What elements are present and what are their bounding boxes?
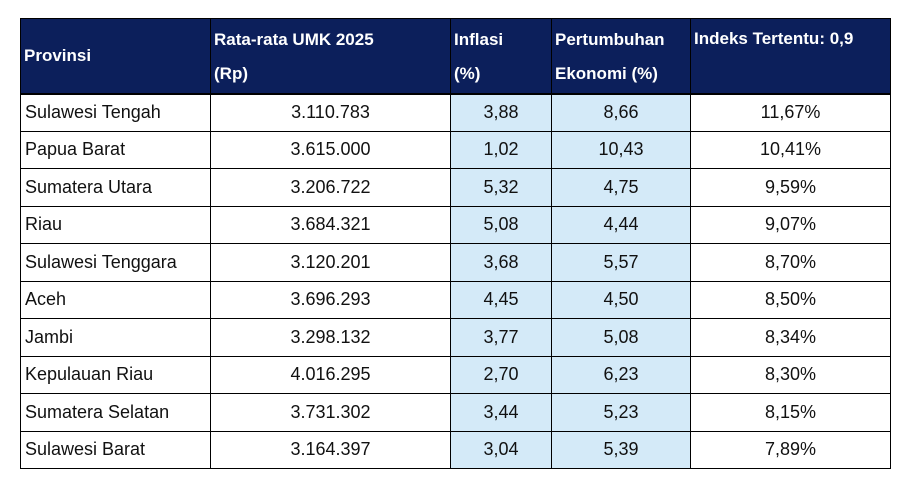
cell-provinsi: Aceh <box>20 280 211 319</box>
cell-inflasi: 3,88 <box>450 93 552 132</box>
cell-umk: 3.731.302 <box>210 393 451 432</box>
cell-provinsi: Sumatera Utara <box>20 168 211 207</box>
cell-inflasi: 3,44 <box>450 393 552 432</box>
header-label: Indeks Tertentu: 0,9 <box>694 29 854 48</box>
table-row: Sumatera Selatan 3.731.302 3,44 5,23 8,15% <box>20 393 891 432</box>
cell-indeks: 7,89% <box>690 430 891 469</box>
header-label: Rata-rata UMK 2025 <box>214 30 374 49</box>
table-row: Jambi 3.298.132 3,77 5,08 8,34% <box>20 318 891 357</box>
cell-umk: 3.696.293 <box>210 280 451 319</box>
cell-provinsi: Papua Barat <box>20 130 211 169</box>
cell-pertumbuhan: 6,23 <box>551 355 691 394</box>
cell-provinsi: Sulawesi Tengah <box>20 93 211 132</box>
cell-umk: 4.016.295 <box>210 355 451 394</box>
cell-pertumbuhan: 4,50 <box>551 280 691 319</box>
header-label: Provinsi <box>24 45 92 65</box>
cell-provinsi: Kepulauan Riau <box>20 355 211 394</box>
header-row: Provinsi Rata-rata UMK 2025 (Rp) Inflasi (… <box>20 18 891 95</box>
cell-pertumbuhan: 4,44 <box>551 205 691 244</box>
cell-indeks: 8,15% <box>690 393 891 432</box>
header-label: Pertumbuhan <box>555 30 665 49</box>
cell-provinsi: Jambi <box>20 318 211 357</box>
table-row: Sulawesi Tengah 3.110.783 3,88 8,66 11,67% <box>20 93 891 132</box>
cell-provinsi: Riau <box>20 205 211 244</box>
cell-pertumbuhan: 10,43 <box>551 130 691 169</box>
cell-umk: 3.615.000 <box>210 130 451 169</box>
cell-inflasi: 5,32 <box>450 168 552 207</box>
cell-indeks: 8,30% <box>690 355 891 394</box>
cell-pertumbuhan: 5,23 <box>551 393 691 432</box>
cell-provinsi: Sulawesi Tenggara <box>20 243 211 282</box>
cell-inflasi: 2,70 <box>450 355 552 394</box>
cell-provinsi: Sulawesi Barat <box>20 430 211 469</box>
header-indeks: Indeks Tertentu: 0,9 <box>690 18 891 95</box>
header-label: (%) <box>454 64 481 83</box>
cell-pertumbuhan: 5,08 <box>551 318 691 357</box>
table-row: Sulawesi Barat 3.164.397 3,04 5,39 7,89% <box>20 430 891 469</box>
header-pertumbuhan: Pertumbuhan Ekonomi (%) <box>551 18 691 95</box>
cell-indeks: 9,59% <box>690 168 891 207</box>
cell-indeks: 10,41% <box>690 130 891 169</box>
cell-indeks: 9,07% <box>690 205 891 244</box>
cell-inflasi: 4,45 <box>450 280 552 319</box>
header-label: Ekonomi (%) <box>555 64 658 83</box>
cell-indeks: 11,67% <box>690 93 891 132</box>
cell-umk: 3.298.132 <box>210 318 451 357</box>
cell-inflasi: 3,77 <box>450 318 552 357</box>
cell-inflasi: 1,02 <box>450 130 552 169</box>
header-umk: Rata-rata UMK 2025 (Rp) <box>210 18 451 95</box>
cell-provinsi: Sumatera Selatan <box>20 393 211 432</box>
cell-pertumbuhan: 8,66 <box>551 93 691 132</box>
header-provinsi: Provinsi <box>20 18 211 95</box>
cell-umk: 3.164.397 <box>210 430 451 469</box>
header-label: Inflasi <box>454 30 504 49</box>
table-row: Papua Barat 3.615.000 1,02 10,43 10,41% <box>20 130 891 169</box>
cell-pertumbuhan: 5,39 <box>551 430 691 469</box>
cell-umk: 3.110.783 <box>210 93 451 132</box>
cell-indeks: 8,34% <box>690 318 891 357</box>
table-row: Aceh 3.696.293 4,45 4,50 8,50% <box>20 280 891 319</box>
header-inflasi: Inflasi (%) <box>450 18 552 95</box>
cell-pertumbuhan: 4,75 <box>551 168 691 207</box>
cell-inflasi: 5,08 <box>450 205 552 244</box>
cell-indeks: 8,50% <box>690 280 891 319</box>
table-row: Sulawesi Tenggara 3.120.201 3,68 5,57 8,70% <box>20 243 891 282</box>
cell-inflasi: 3,04 <box>450 430 552 469</box>
table-row: Riau 3.684.321 5,08 4,44 9,07% <box>20 205 891 244</box>
cell-inflasi: 3,68 <box>450 243 552 282</box>
cell-indeks: 8,70% <box>690 243 891 282</box>
header-label: (Rp) <box>214 64 248 83</box>
cell-pertumbuhan: 5,57 <box>551 243 691 282</box>
cell-umk: 3.120.201 <box>210 243 451 282</box>
data-table: Provinsi Rata-rata UMK 2025 (Rp) Inflasi (… <box>20 18 891 469</box>
table-row: Sumatera Utara 3.206.722 5,32 4,75 9,59% <box>20 168 891 207</box>
table-row: Kepulauan Riau 4.016.295 2,70 6,23 8,30% <box>20 355 891 394</box>
cell-umk: 3.206.722 <box>210 168 451 207</box>
cell-umk: 3.684.321 <box>210 205 451 244</box>
